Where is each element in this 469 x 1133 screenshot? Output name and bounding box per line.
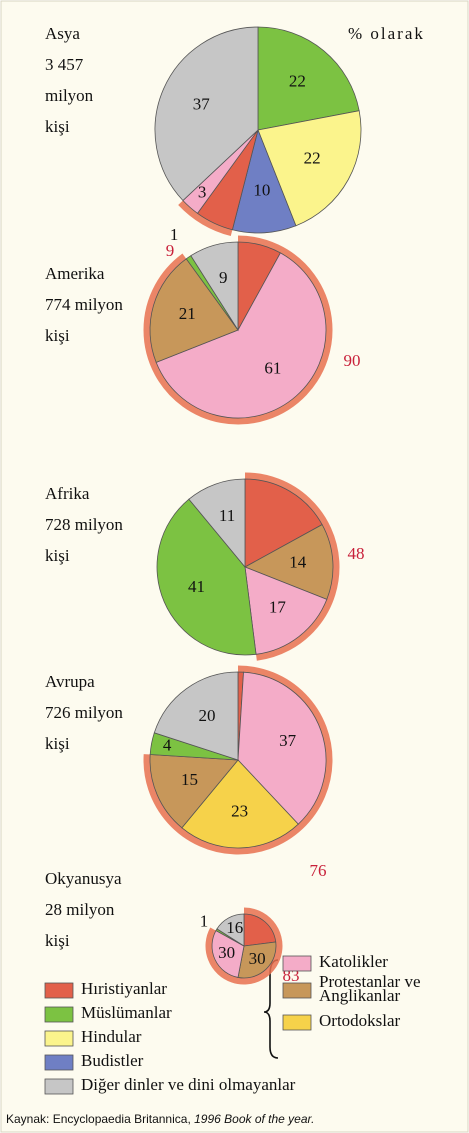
source: Kaynak: Encyclopaedia Britannica, 1996 B… bbox=[6, 1112, 314, 1126]
total-label: 90 bbox=[344, 351, 361, 370]
region-title: Okyanusya bbox=[45, 869, 122, 888]
slice-label: 20 bbox=[198, 706, 215, 725]
region-title: Avrupa bbox=[45, 672, 95, 691]
legend-label: Protestanlar ve bbox=[319, 972, 421, 991]
legend-label: Katolikler bbox=[319, 952, 388, 971]
slice bbox=[257, 26, 360, 131]
region-title: kişi bbox=[45, 117, 70, 136]
slice-label: 11 bbox=[219, 506, 235, 525]
legend-label: Ortodokslar bbox=[319, 1011, 401, 1030]
region-title: Afrika bbox=[45, 484, 90, 503]
region-title: 728 milyon bbox=[45, 515, 123, 534]
slice-label: 1 bbox=[200, 911, 209, 930]
slice-label: 41 bbox=[188, 577, 205, 596]
region-title: milyon bbox=[45, 86, 94, 105]
slice bbox=[216, 913, 245, 947]
total-arc bbox=[178, 200, 233, 237]
region-title: 774 milyon bbox=[45, 295, 123, 314]
slice bbox=[257, 110, 362, 227]
source-italic: 1996 Book of the year. bbox=[194, 1112, 314, 1126]
total-arc bbox=[244, 472, 340, 661]
slice bbox=[211, 930, 245, 978]
slice-label: 16 bbox=[226, 918, 243, 937]
slice bbox=[156, 498, 257, 656]
total-label: 76 bbox=[310, 861, 327, 880]
slice-label: 3 bbox=[198, 182, 207, 201]
total-arc bbox=[143, 235, 333, 425]
slice-label: 30 bbox=[218, 943, 235, 962]
slice-label: 1 bbox=[170, 225, 179, 244]
region-title: 3 457 bbox=[45, 55, 84, 74]
legend-swatch bbox=[44, 1078, 74, 1095]
slice-label: 22 bbox=[304, 149, 321, 168]
slice bbox=[237, 671, 327, 825]
region-title: kişi bbox=[45, 931, 70, 950]
slice bbox=[154, 26, 259, 202]
total-label: 48 bbox=[348, 544, 365, 563]
slice-label: 9 bbox=[219, 268, 228, 287]
slice bbox=[237, 941, 277, 979]
slice-label: 10 bbox=[253, 181, 270, 200]
legend-label: Budistler bbox=[81, 1051, 144, 1070]
slice bbox=[244, 524, 334, 600]
region-title: Amerika bbox=[45, 264, 105, 283]
slice bbox=[244, 566, 328, 655]
legend-label: Hıristiyanlar bbox=[81, 979, 167, 998]
legend-swatch bbox=[282, 982, 312, 999]
region-title: kişi bbox=[45, 546, 70, 565]
slice bbox=[149, 258, 239, 363]
total-arc bbox=[205, 907, 283, 985]
source-text: Kaynak: Encyclopaedia Britannica, bbox=[6, 1112, 194, 1126]
slice bbox=[244, 478, 323, 568]
legend-label: Anglikanlar bbox=[319, 986, 401, 1005]
legend-swatch bbox=[282, 1014, 312, 1031]
slice-label: 4 bbox=[163, 735, 172, 754]
slice bbox=[149, 754, 239, 829]
slice bbox=[188, 478, 246, 569]
slice-label: 21 bbox=[179, 304, 196, 323]
slice-label: 23 bbox=[231, 802, 248, 821]
region-title: 726 milyon bbox=[45, 703, 123, 722]
region-title: Asya bbox=[45, 24, 80, 43]
slice-label: 22 bbox=[289, 71, 306, 90]
total-arc bbox=[143, 665, 333, 855]
unit-note: % olarak bbox=[348, 24, 425, 43]
slice-label: 37 bbox=[193, 94, 211, 113]
slice-label: 14 bbox=[289, 553, 307, 572]
slice-label: 17 bbox=[269, 598, 287, 617]
region-title: 28 milyon bbox=[45, 900, 115, 919]
legend-swatch bbox=[44, 1054, 74, 1071]
slice bbox=[153, 671, 239, 761]
slice bbox=[155, 252, 327, 419]
legend-label: Hindular bbox=[81, 1027, 142, 1046]
slice-label: 61 bbox=[264, 359, 281, 378]
legend-swatch bbox=[44, 1030, 74, 1047]
slice-label: 30 bbox=[249, 949, 266, 968]
slice bbox=[243, 913, 277, 947]
region-title: kişi bbox=[45, 734, 70, 753]
legend-swatch bbox=[44, 1006, 74, 1023]
legend-swatch bbox=[44, 982, 74, 999]
region-title: kişi bbox=[45, 326, 70, 345]
legend-swatch bbox=[282, 955, 312, 972]
slice bbox=[190, 241, 239, 332]
legend-label: Müslümanlar bbox=[81, 1003, 172, 1022]
legend-label: Diğer dinler ve dini olmayanlar bbox=[81, 1075, 296, 1094]
slice-label: 15 bbox=[181, 770, 198, 789]
total-label: 9 bbox=[166, 241, 175, 260]
slice bbox=[181, 759, 299, 849]
slice-label: 37 bbox=[279, 731, 297, 750]
